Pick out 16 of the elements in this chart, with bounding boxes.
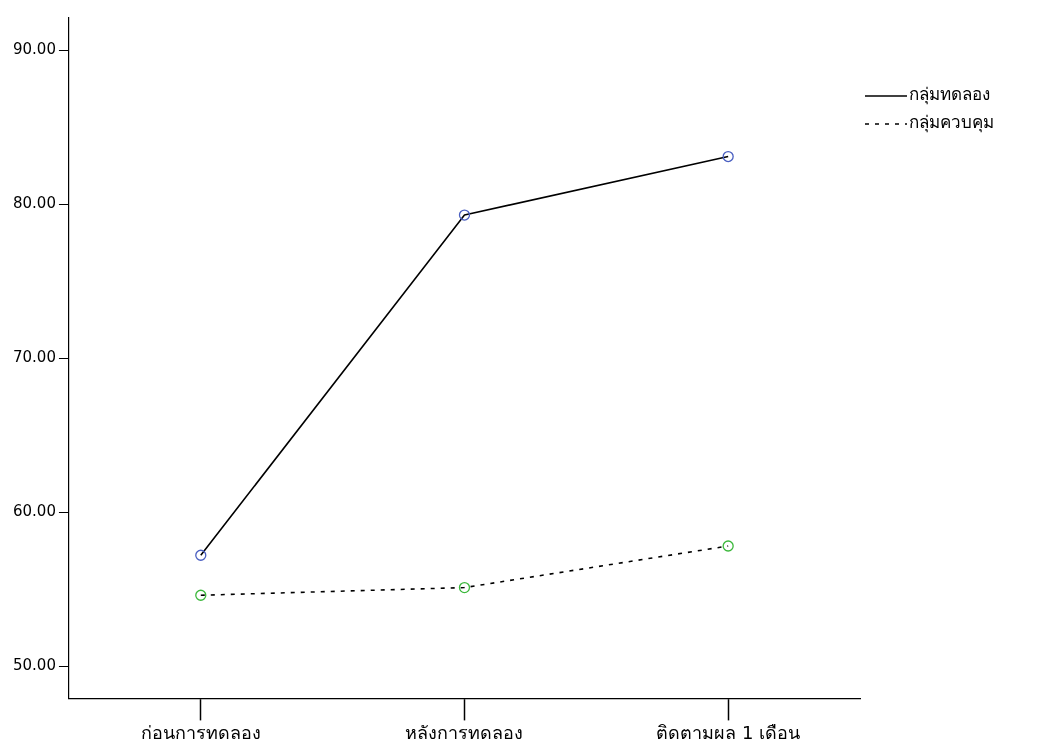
y-tick-label: 60.00 [12, 502, 56, 521]
x-tick-label: ก่อนการทดลอง [140, 721, 261, 743]
point [195, 589, 207, 601]
point [458, 581, 471, 594]
legend-label: กลุ่มทดลอง [909, 84, 990, 106]
point [722, 150, 734, 163]
y-tick-label: 50.00 [12, 655, 56, 674]
legend-label: กลุ่มควบคุม [909, 112, 994, 134]
point [195, 549, 207, 561]
x-tick-label: ติดตามผล 1 เดือน [656, 721, 801, 743]
point [722, 540, 734, 552]
y-tick-label: 90.00 [12, 40, 56, 59]
y-tick-label: 70.00 [12, 348, 56, 367]
y-tick-label: 80.00 [12, 194, 56, 213]
point [458, 209, 471, 221]
x-tick-label: หลังการทดลอง [405, 721, 524, 743]
